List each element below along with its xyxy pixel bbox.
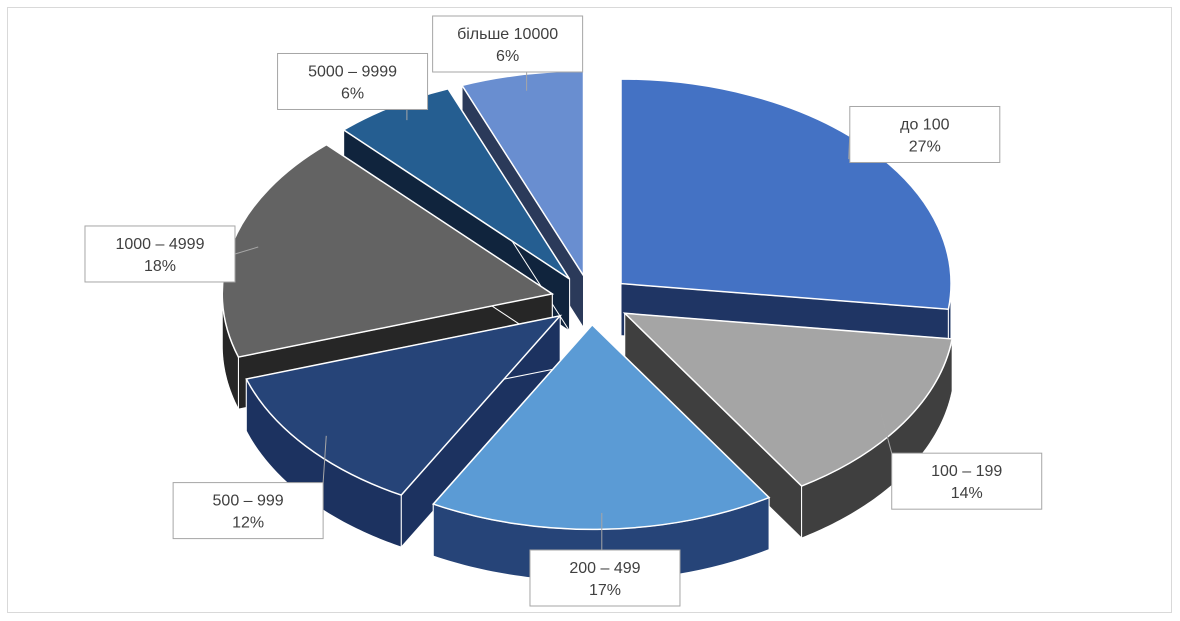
slice-category-label: 100 – 199: [931, 463, 1002, 480]
chart-frame: до 100 27% 100 – 199 14% 200 – 499 17% 500 – 9…: [7, 7, 1172, 613]
label-box: [849, 105, 1001, 163]
label-box: [529, 549, 681, 607]
slice-category-label: 200 – 499: [569, 560, 640, 577]
leader-line: [234, 246, 259, 255]
slice-percent-label: 14%: [951, 485, 983, 502]
pie-slice-100-199: [622, 312, 954, 487]
label-box: [84, 225, 236, 283]
leader-line: [322, 435, 327, 483]
slice-percent-label: 27%: [909, 138, 941, 155]
data-label-до-100: до 100 27%: [848, 105, 1001, 163]
label-box: [277, 52, 429, 110]
data-label-100-199: 100 – 199 14%: [880, 414, 1043, 510]
slice-percent-label: 12%: [232, 515, 264, 532]
slice-category-label: 1000 – 4999: [115, 236, 204, 253]
slice-category-label: 5000 – 9999: [308, 63, 397, 80]
data-label-500-999: 500 – 999 12%: [172, 435, 327, 540]
slice-category-label: до 100: [900, 116, 949, 133]
slice-percent-label: 6%: [341, 85, 364, 102]
pie-slice-200-499: [431, 323, 771, 531]
leader-line: [880, 414, 893, 454]
slice-tops-layer: [221, 70, 954, 531]
label-box: [172, 482, 324, 540]
data-label-1000-4999: 1000 – 4999 18%: [84, 225, 259, 283]
data-labels-layer: до 100 27% 100 – 199 14% 200 – 499 17% 500 – 9…: [84, 15, 1043, 607]
slice-percent-label: 18%: [144, 258, 176, 275]
data-label-більше-10000: більше 10000 6%: [432, 15, 584, 91]
slice-percent-label: 17%: [589, 582, 621, 599]
data-label-5000-9999: 5000 – 9999 6%: [277, 52, 429, 121]
label-box: [432, 15, 584, 73]
label-box: [891, 452, 1043, 510]
slice-category-label: 500 – 999: [213, 493, 284, 510]
slice-category-label: більше 10000: [457, 26, 558, 43]
pie-chart: до 100 27% 100 – 199 14% 200 – 499 17% 500 – 9…: [84, 15, 1043, 607]
data-label-200-499: 200 – 499 17%: [529, 512, 681, 607]
slice-percent-label: 6%: [496, 48, 519, 65]
